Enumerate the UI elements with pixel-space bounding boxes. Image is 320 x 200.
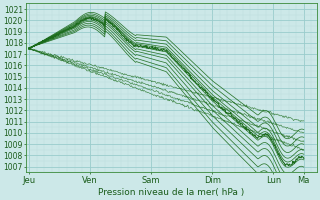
X-axis label: Pression niveau de la mer( hPa ): Pression niveau de la mer( hPa ) xyxy=(98,188,244,197)
